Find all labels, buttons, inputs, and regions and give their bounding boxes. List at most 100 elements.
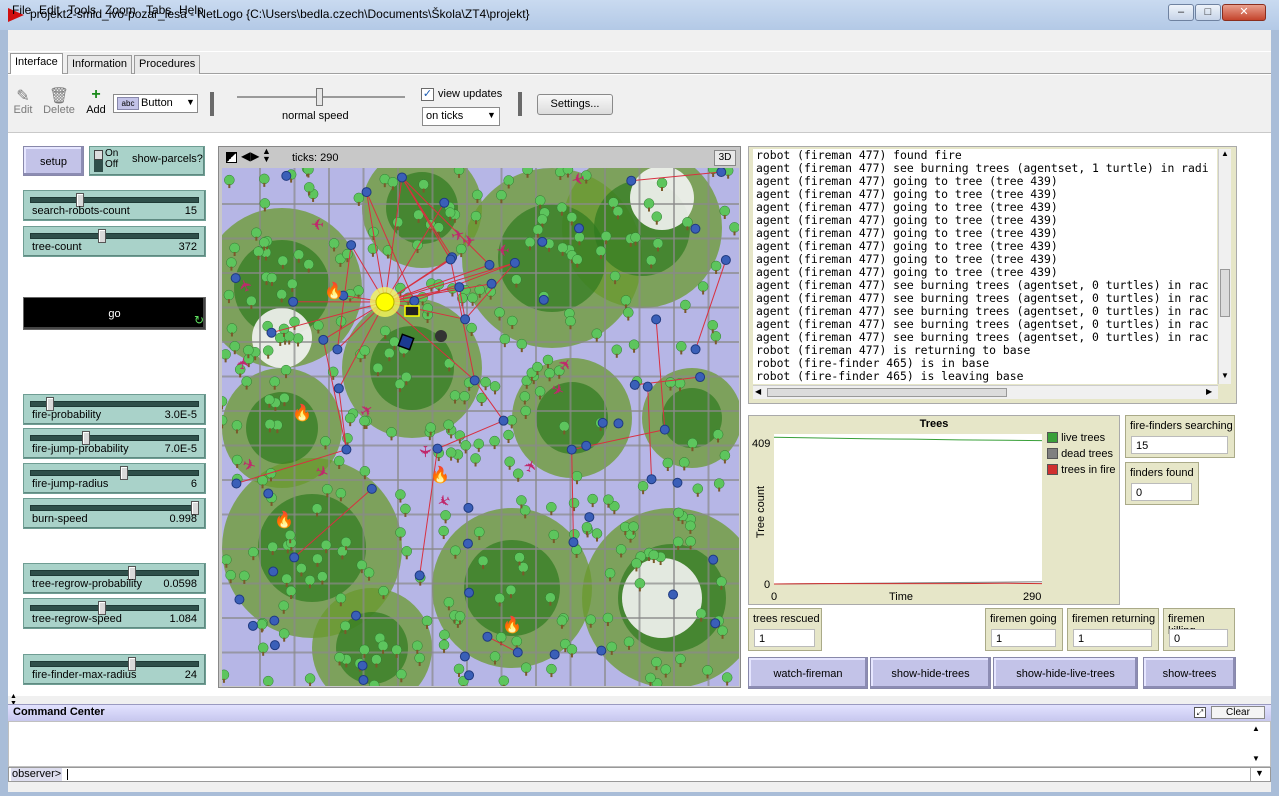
slider-knob[interactable]	[191, 501, 200, 515]
scroll-up-icon[interactable]: ▲	[1252, 724, 1260, 733]
slider-tree-regrow-speed[interactable]: tree-regrow-speed 1.084	[23, 598, 206, 629]
tree-trunk	[407, 301, 410, 306]
slider-tree-count[interactable]: tree-count 372	[23, 226, 206, 257]
tree-trunk	[339, 602, 342, 607]
link-line	[655, 319, 666, 430]
slider-track[interactable]	[30, 401, 199, 407]
menu-tools[interactable]: Tools	[68, 3, 97, 17]
close-button[interactable]: ✕	[1222, 4, 1266, 21]
tab-information[interactable]: Information	[67, 55, 133, 74]
show-trees-button[interactable]: show-trees	[1143, 657, 1236, 689]
patch-size-icon[interactable]	[226, 152, 237, 163]
scroll-thumb[interactable]	[1220, 269, 1230, 317]
tree-trunk	[289, 539, 292, 544]
slider-track[interactable]	[30, 470, 199, 476]
tree-trunk	[429, 431, 432, 436]
slider-track[interactable]	[30, 197, 199, 203]
menu-zoom[interactable]: Zoom	[105, 3, 136, 17]
show-hide-trees-button[interactable]: show-hide-trees	[870, 657, 991, 689]
slider-knob[interactable]	[46, 397, 55, 411]
world-view[interactable]: ✈ ✈ ✈ ✈ ✈ ✈ ✈ ✈ ✈ ✈ ✈ ✈ ✈ ✈ ✈ 🔥 🔥 🔥 🔥 🔥	[222, 168, 739, 686]
splitter[interactable]: ▲▼	[8, 693, 1271, 707]
view-updates-checkbox[interactable]: ✓	[421, 88, 434, 101]
slider-track[interactable]	[30, 570, 199, 576]
slider-track[interactable]	[30, 605, 199, 611]
setup-button[interactable]: setup	[23, 146, 84, 176]
node	[462, 538, 473, 549]
plot-ymax: 409	[752, 438, 771, 450]
tree	[712, 429, 724, 440]
output-line: agent (fireman 477) see burning trees (a…	[756, 161, 1209, 175]
widget-type-select[interactable]: abc Button ▼	[113, 94, 198, 113]
slider-track[interactable]	[30, 661, 199, 667]
slider-fire-jump-probability[interactable]: fire-jump-probability 7.0E-5	[23, 428, 206, 459]
edit-tool[interactable]: ✎ Edit	[12, 86, 34, 116]
show-hide-live-trees-button[interactable]: show-hide-live-trees	[993, 657, 1138, 689]
tree-trunk	[360, 569, 363, 574]
observer-prompt[interactable]: observer>	[11, 768, 63, 781]
update-mode-select[interactable]: on ticks ▼	[422, 107, 500, 126]
tree-trunk	[224, 358, 227, 363]
slider-track[interactable]	[30, 505, 199, 511]
show-parcels-switch[interactable]: On Off show-parcels?	[89, 146, 205, 176]
output-hscrollbar[interactable]: ◀ ▶	[753, 385, 1218, 399]
menu-help[interactable]: Help	[179, 3, 204, 17]
slider-knob[interactable]	[82, 431, 91, 445]
slider-track[interactable]	[30, 435, 199, 441]
slider-knob[interactable]	[127, 657, 136, 671]
tab-interface[interactable]: Interface	[10, 53, 63, 74]
menu-file[interactable]: File	[12, 3, 32, 17]
tree	[438, 639, 450, 651]
arrows-horizontal-icon[interactable]: ◀▶	[241, 149, 260, 163]
scroll-up-icon[interactable]: ▲	[1221, 149, 1229, 158]
slider-fire-finder-max-radius[interactable]: fire-finder-max-radius 24	[23, 654, 206, 685]
scroll-down-icon[interactable]: ▼	[1221, 371, 1229, 380]
settings-button[interactable]: Settings...	[537, 94, 613, 115]
scroll-right-icon[interactable]: ▶	[1206, 387, 1213, 396]
tree-trunk	[586, 533, 589, 538]
slider-knob[interactable]	[98, 601, 107, 615]
3d-button[interactable]: 3D	[714, 150, 736, 166]
scroll-thumb[interactable]	[767, 388, 1007, 397]
speed-slider-knob[interactable]	[316, 88, 323, 106]
tree	[443, 419, 454, 431]
output-vscrollbar[interactable]: ▲ ▼	[1218, 149, 1231, 384]
command-center-header: Command Center ⤢ Clear	[8, 704, 1271, 721]
scroll-down-icon[interactable]: ▼	[1252, 754, 1260, 763]
slider-knob[interactable]	[127, 566, 136, 580]
go-button[interactable]: go ↻	[23, 297, 206, 330]
tab-procedures[interactable]: Procedures	[134, 55, 201, 74]
search-robot-icon: ✈	[569, 168, 586, 188]
tree	[276, 289, 287, 300]
splitter-arrows-icon[interactable]: ▲▼	[10, 693, 17, 707]
slider-knob[interactable]	[98, 229, 107, 243]
tree-trunk	[599, 254, 602, 259]
command-input-row[interactable]: observer> ▼	[8, 767, 1271, 782]
watch-fireman-button[interactable]: watch-fireman	[748, 657, 868, 689]
tree-trunk	[405, 381, 408, 386]
slider-search-robots-count[interactable]: search-robots-count 15	[23, 190, 206, 221]
slider-tree-regrow-probability[interactable]: tree-regrow-probability 0.0598	[23, 563, 206, 594]
slider-knob[interactable]	[119, 466, 128, 480]
expand-icon[interactable]: ⤢	[1194, 707, 1206, 718]
slider-knob[interactable]	[75, 193, 84, 207]
slider-fire-jump-radius[interactable]: fire-jump-radius 6	[23, 463, 206, 494]
maximize-button[interactable]: □	[1195, 4, 1221, 21]
tree-trunk	[268, 403, 271, 408]
menu-edit[interactable]: Edit	[39, 3, 60, 17]
menu-tabs[interactable]: Tabs	[146, 3, 172, 17]
tree-trunk	[264, 256, 267, 261]
tree	[662, 457, 674, 469]
slider-burn-speed[interactable]: burn-speed 0.998	[23, 498, 206, 529]
clear-button[interactable]: Clear	[1211, 706, 1265, 719]
tree-trunk	[615, 353, 618, 358]
minimize-button[interactable]: –	[1168, 4, 1194, 21]
add-tool[interactable]: + Add	[84, 86, 108, 116]
arrows-vertical-icon[interactable]: ▲ ▼	[262, 146, 271, 164]
slider-track[interactable]	[30, 233, 199, 239]
chevron-down-icon[interactable]: ▼	[1250, 768, 1268, 781]
scroll-left-icon[interactable]: ◀	[755, 387, 762, 396]
node	[469, 375, 480, 386]
delete-tool[interactable]: 🗑 Delete	[42, 86, 76, 116]
slider-fire-probability[interactable]: fire-probability 3.0E-5	[23, 394, 206, 425]
